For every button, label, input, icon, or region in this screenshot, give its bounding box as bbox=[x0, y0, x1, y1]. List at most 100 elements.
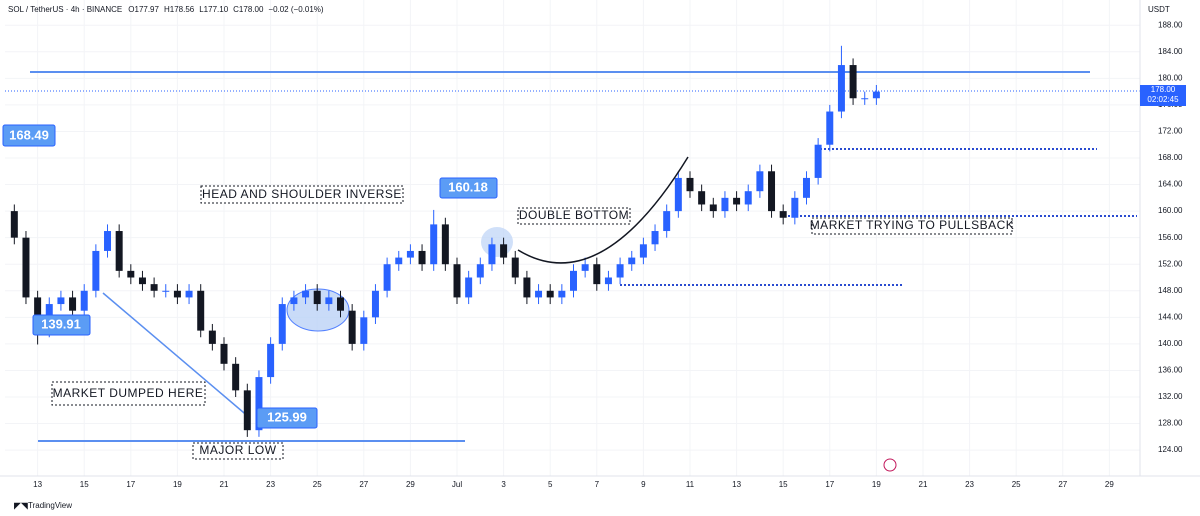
y-tick-label: 128.00 bbox=[1158, 419, 1183, 428]
ohlc-value: −0.02 (−0.01%) bbox=[268, 5, 323, 14]
candle-body bbox=[150, 284, 158, 291]
ohlc-value: O177.97 bbox=[128, 5, 159, 14]
ohlc-readout: O177.97 H178.56 L177.10 C178.00 −0.02 (−0.01… bbox=[128, 5, 324, 14]
double-bottom-curve bbox=[517, 156, 689, 264]
ohlc-value: L177.10 bbox=[199, 5, 228, 14]
candle-body bbox=[733, 197, 741, 205]
candle-body bbox=[802, 177, 810, 198]
x-tick-label: 3 bbox=[501, 480, 506, 489]
candle-body bbox=[290, 297, 298, 305]
y-tick-label: 132.00 bbox=[1158, 392, 1183, 401]
candle-body bbox=[663, 211, 671, 232]
candle-body bbox=[476, 264, 484, 278]
y-tick-label: 184.00 bbox=[1158, 47, 1183, 56]
event-icon bbox=[883, 458, 897, 472]
x-tick-label: 21 bbox=[220, 480, 229, 489]
y-tick-label: 160.00 bbox=[1158, 206, 1183, 215]
x-tick-label: 15 bbox=[80, 480, 89, 489]
candle-body bbox=[698, 191, 706, 205]
candle-body bbox=[80, 290, 88, 311]
candle-body bbox=[465, 277, 473, 298]
candle-body bbox=[406, 250, 414, 258]
candle-body bbox=[138, 277, 146, 285]
candle-body bbox=[604, 277, 612, 285]
candle-body bbox=[337, 297, 344, 311]
candle-body bbox=[127, 270, 135, 278]
highlight-ellipse bbox=[286, 288, 350, 332]
x-tick-label: 13 bbox=[33, 480, 42, 489]
candle-body bbox=[162, 290, 170, 292]
candle-body bbox=[69, 297, 77, 311]
candle-body bbox=[115, 231, 123, 271]
candle-body bbox=[313, 290, 321, 305]
candle-body bbox=[220, 343, 228, 364]
candle-body bbox=[651, 231, 659, 245]
price-label: 125.99 bbox=[267, 409, 307, 424]
symbol: SOL / TetherUS · 4h · BINANCE bbox=[8, 5, 122, 14]
candle-body bbox=[10, 211, 18, 238]
candle-body bbox=[686, 177, 694, 192]
price-axis bbox=[1140, 0, 1200, 476]
candle-body bbox=[325, 297, 333, 305]
candle-body bbox=[558, 290, 566, 298]
candle-body bbox=[639, 244, 647, 258]
candle-body bbox=[383, 264, 391, 291]
candle-body bbox=[441, 224, 449, 265]
candle-body bbox=[523, 277, 531, 298]
x-tick-label: 7 bbox=[595, 480, 600, 489]
candle-body bbox=[628, 257, 636, 265]
candle-body bbox=[185, 290, 193, 298]
x-tick-label: 17 bbox=[126, 480, 135, 489]
y-tick-label: 168.00 bbox=[1158, 153, 1183, 162]
candle-body bbox=[488, 244, 496, 265]
y-tick-label: 140.00 bbox=[1158, 339, 1183, 348]
candle-body bbox=[768, 171, 776, 212]
candle-body bbox=[360, 317, 368, 344]
candle-body bbox=[546, 290, 554, 298]
price-badge bbox=[256, 407, 318, 429]
y-tick-label: 180.00 bbox=[1158, 73, 1183, 82]
ohlc-value: C178.00 bbox=[233, 5, 264, 14]
candle-body bbox=[744, 191, 752, 205]
x-tick-label: 5 bbox=[548, 480, 553, 489]
candle-body bbox=[418, 250, 426, 265]
highlight-ellipse bbox=[481, 227, 513, 257]
trend-line bbox=[102, 292, 251, 419]
y-tick-label: 144.00 bbox=[1158, 312, 1183, 321]
candle-body bbox=[57, 297, 65, 305]
candle-body bbox=[302, 290, 310, 298]
candle-body bbox=[278, 304, 286, 344]
annotation-box bbox=[200, 185, 404, 204]
y-tick-label: 188.00 bbox=[1158, 20, 1183, 29]
y-tick-label: 172.00 bbox=[1158, 127, 1183, 136]
price-label: 168.49 bbox=[9, 127, 49, 142]
ohlc-value: H178.56 bbox=[164, 5, 195, 14]
x-tick-label: 27 bbox=[359, 480, 368, 489]
y-tick-label: 148.00 bbox=[1158, 286, 1183, 295]
x-tick-label: 29 bbox=[1105, 480, 1114, 489]
y-tick-label: 156.00 bbox=[1158, 233, 1183, 242]
candle-body bbox=[453, 264, 461, 298]
price-badge bbox=[439, 177, 498, 199]
annotation: MAJOR LOW bbox=[199, 443, 276, 457]
x-tick-label: 17 bbox=[825, 480, 834, 489]
candle-body bbox=[22, 237, 30, 298]
candle-body bbox=[104, 231, 112, 251]
annotation-box bbox=[192, 442, 284, 460]
candle-body bbox=[197, 290, 205, 331]
candle-body bbox=[34, 297, 42, 331]
annotation-box bbox=[51, 381, 206, 406]
x-tick-label: 29 bbox=[406, 480, 415, 489]
candle-body bbox=[756, 171, 764, 192]
price-label: 139.91 bbox=[41, 316, 81, 331]
candle-body bbox=[837, 65, 845, 112]
y-tick-label: 124.00 bbox=[1158, 445, 1183, 454]
candle-body bbox=[779, 211, 787, 218]
x-tick-label: 21 bbox=[919, 480, 928, 489]
candle-body bbox=[371, 290, 379, 318]
candle-body bbox=[861, 98, 869, 100]
annotation-box bbox=[517, 207, 631, 225]
candles bbox=[10, 45, 880, 437]
x-tick-label: 23 bbox=[266, 480, 275, 489]
